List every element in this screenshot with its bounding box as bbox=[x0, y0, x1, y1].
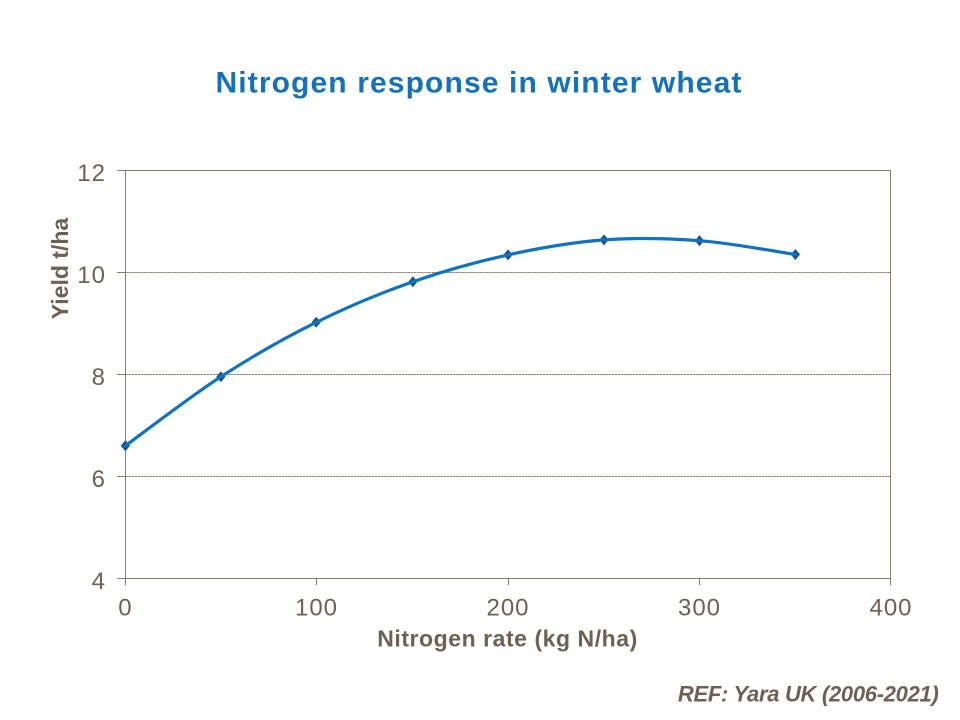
svg-text:300: 300 bbox=[678, 594, 721, 621]
svg-text:4: 4 bbox=[92, 568, 106, 595]
svg-text:0: 0 bbox=[118, 594, 132, 621]
svg-text:400: 400 bbox=[869, 594, 912, 621]
svg-text:Nitrogen response in winter wh: Nitrogen response in winter wheat bbox=[215, 67, 742, 100]
svg-text:Nitrogen rate (kg N/ha): Nitrogen rate (kg N/ha) bbox=[377, 626, 638, 652]
svg-text:8: 8 bbox=[92, 364, 106, 391]
svg-text:100: 100 bbox=[295, 594, 338, 621]
svg-text:6: 6 bbox=[92, 466, 106, 493]
svg-text:200: 200 bbox=[486, 594, 529, 621]
svg-text:10: 10 bbox=[77, 262, 106, 289]
svg-text:Yield t/ha: Yield t/ha bbox=[47, 218, 73, 320]
svg-text:REF: Yara UK (2006-2021): REF: Yara UK (2006-2021) bbox=[678, 682, 939, 707]
svg-text:12: 12 bbox=[77, 160, 106, 187]
